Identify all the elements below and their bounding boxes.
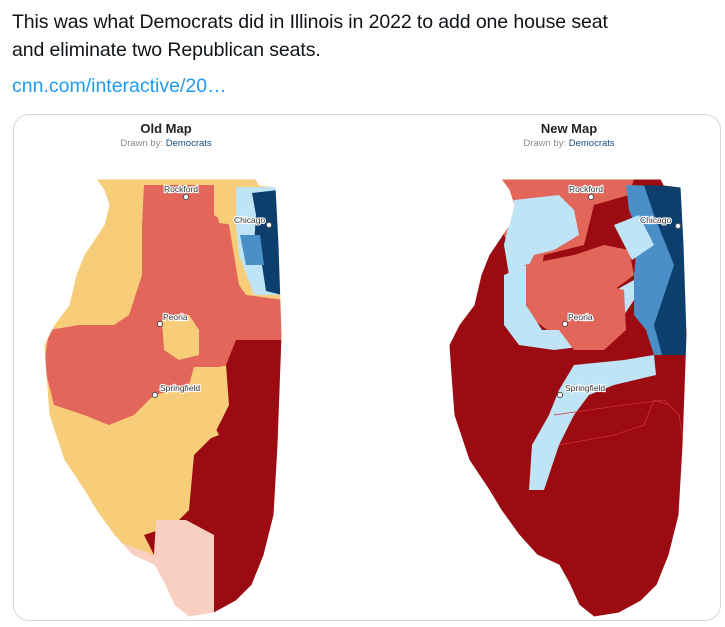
old-city-chicago: Chicago: [233, 214, 273, 229]
new-district-line-2: [558, 399, 670, 446]
new-map-outline: [448, 178, 688, 618]
old-map-outline: [43, 178, 283, 618]
tweet-text: This was what Democrats did in Illinois …: [12, 8, 712, 64]
old-city-springfield-label: Springfield: [160, 383, 200, 393]
new-district-lean-rep-peoria: [559, 285, 626, 350]
new-city-rockford: Rockford: [568, 183, 604, 201]
old-district-lean-dem-west: [240, 235, 264, 265]
new-district-light-dem-west-suburb: [614, 215, 654, 260]
new-district-lean-rep-central: [524, 245, 634, 335]
tweet-text-line-2: and eliminate two Republican seats.: [12, 39, 321, 61]
old-city-chicago-label: Chicago: [234, 215, 265, 225]
old-city-peoria: Peoria: [156, 311, 189, 328]
new-map-drawn-by: Drawn by: Democrats: [469, 138, 669, 149]
tweet-text-line-1: This was what Democrats did in Illinois …: [12, 11, 608, 33]
new-district-line-1: [553, 399, 685, 446]
new-city-rockford-label: Rockford: [569, 184, 603, 194]
new-map-title: New Map: [540, 121, 598, 136]
old-district-solid-rep-east: [144, 340, 282, 617]
new-district-light-dem-northwest: [504, 195, 579, 275]
old-district-light-rep-south: [114, 520, 214, 617]
new-map: [449, 179, 687, 617]
old-city-peoria-label: Peoria: [163, 312, 188, 322]
old-district-lean-rep-central: [44, 185, 282, 425]
old-city-rockford: Rockford: [163, 183, 199, 201]
old-map-drawn-by: Drawn by: Democrats: [66, 138, 266, 149]
new-district-light-dem-springfield: [529, 355, 656, 490]
maps-svg: Rockford Chicago Peoria Springfield: [43, 178, 688, 618]
new-city-peoria-label: Peoria: [568, 312, 593, 322]
new-map-drawn-by-party: Democrats: [568, 138, 615, 149]
new-city-springfield: Springfield: [556, 382, 607, 399]
old-map-drawn-by-party: Democrats: [165, 138, 212, 149]
old-map: [44, 179, 282, 617]
old-map-drawn-by-label: Drawn by:: [120, 138, 164, 149]
media-card[interactable]: Old Map Drawn by: Democrats New Map Draw…: [13, 114, 721, 621]
old-district-solid-dem-chicago: [252, 190, 282, 295]
old-map-title: Old Map: [140, 121, 192, 136]
old-district-tossup-peoria: [162, 315, 199, 360]
new-map-drawn-by-label: Drawn by:: [523, 138, 567, 149]
new-city-springfield-label: Springfield: [565, 383, 605, 393]
old-district-tossup-north: [214, 190, 236, 225]
article-link[interactable]: cnn.com/interactive/20…: [12, 75, 227, 97]
old-city-springfield: Springfield: [151, 382, 202, 399]
old-city-rockford-label: Rockford: [164, 184, 198, 194]
new-city-peoria: Peoria: [561, 311, 594, 328]
new-city-chicago: Chicago: [639, 214, 682, 230]
old-district-tossup-springfield: [164, 415, 219, 445]
new-city-chicago-label: Chicago: [640, 215, 671, 225]
